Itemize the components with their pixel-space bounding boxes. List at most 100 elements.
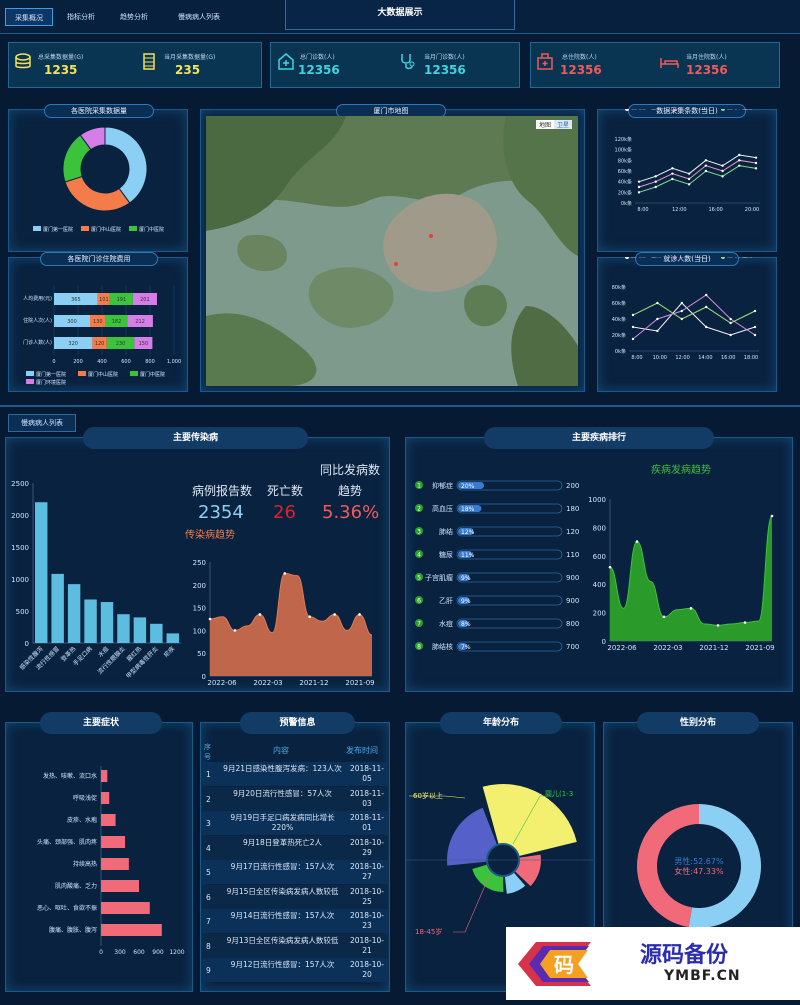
- chronic-list-tab[interactable]: 慢病病人列表: [8, 414, 76, 432]
- satellite-map[interactable]: 地图 卫星: [206, 116, 578, 386]
- legend-label: 厦门中山医院: [679, 257, 709, 259]
- data-point: [631, 325, 635, 329]
- data-point: [208, 617, 212, 621]
- symptom-label: 呼吸浅促: [73, 794, 97, 802]
- y-tick: 800: [593, 524, 606, 532]
- legend-label: 厦门中医院: [139, 226, 164, 233]
- symptom-label: 持续高热: [73, 860, 97, 868]
- warning-row[interactable]: 2 9月20日流行性感冒：57人次 2018-11-03: [202, 786, 388, 811]
- warning-row[interactable]: 1 9月21日感染性腹泻发病：123人次 2018-11-05: [202, 762, 388, 786]
- rank-percent: 7%: [461, 644, 471, 651]
- rank-track: [456, 549, 563, 560]
- series-line: [638, 154, 757, 183]
- legend-swatch: [673, 109, 677, 111]
- y-tick: 600: [593, 553, 606, 561]
- x-tick: 0: [99, 949, 103, 956]
- legend-swatch: [130, 371, 138, 376]
- symptom-bar: [101, 792, 110, 804]
- bar-segment: [132, 293, 157, 305]
- rank-number: 5: [417, 575, 421, 582]
- data-point: [680, 317, 683, 321]
- panel-title-disease-rank: 主要疾病排行: [484, 427, 714, 449]
- y-tick: 2000: [11, 512, 29, 520]
- bar-value: 230: [116, 341, 126, 347]
- area-fill: [610, 516, 772, 641]
- data-point: [656, 301, 659, 305]
- rank-badge: [415, 527, 423, 535]
- warning-row[interactable]: 8 9月13日全区传染病发病人数较低 2018-10-21: [202, 933, 388, 958]
- collection-line-chart: 0k条 20k条 40k条 60k条 80k条 100k条 120k条 8:00 12:00 16…: [615, 109, 760, 213]
- x-tick: 300: [114, 949, 126, 956]
- legend-swatch: [81, 226, 89, 231]
- warning-row[interactable]: 9 9月12日流行性感冒：157人次 2018-10-20: [202, 958, 388, 982]
- panel-title-daily-collection: 数据采集条数(当日): [628, 104, 746, 118]
- data-point: [637, 185, 641, 189]
- bar-segment: [54, 315, 90, 327]
- gender-donut-chart: 男性:52.67%女性:47.33%: [636, 804, 761, 928]
- x-tick: 8:00: [637, 207, 648, 213]
- rank-percent: 12%: [461, 529, 475, 536]
- data-point: [729, 333, 732, 337]
- disease-trend-subtitle: 疾病发病趋势: [651, 465, 711, 476]
- rank-bar: [458, 620, 469, 627]
- x-tick: 2021-12: [299, 679, 328, 687]
- legend-swatch: [625, 257, 629, 259]
- data-point: [705, 305, 708, 309]
- warning-date: 2018-10-23: [349, 911, 385, 930]
- tab-chronic-patient-list[interactable]: 慢病病人列表: [178, 13, 220, 21]
- warning-no: 9: [206, 966, 211, 975]
- stethoscope-icon: [401, 54, 415, 70]
- legend-swatch: [625, 109, 629, 111]
- database-icon: [15, 53, 31, 69]
- rank-bar: [458, 505, 482, 512]
- warning-row[interactable]: 5 9月17日流行性感冒：157人次 2018-10-27: [202, 860, 388, 884]
- symptom-bar: [101, 880, 139, 892]
- warning-date: 2018-10-27: [349, 862, 385, 881]
- y-tick: 100k条: [615, 147, 632, 154]
- map-btn-satellite: [554, 120, 572, 129]
- hbar-chart: 0 200 400 600 800 1,000 人均费用(元) 365 101 191 201 住院人…: [23, 285, 181, 386]
- y-tick: 500: [16, 608, 29, 616]
- x-tick: 2021-09: [745, 644, 774, 652]
- bar: [35, 502, 48, 643]
- x-tick: 18:00: [744, 355, 758, 361]
- rank-badge: [415, 596, 423, 604]
- warning-row[interactable]: 6 9月15日全区传染病发病人数较低 2018-10-25: [202, 884, 388, 909]
- x-tick: 400: [97, 359, 107, 365]
- data-point: [358, 613, 361, 616]
- rank-badge: [415, 642, 423, 650]
- rank-track: [456, 618, 563, 629]
- stat-value-total-outpatient: 12356: [298, 63, 340, 77]
- x-tick: 600: [133, 949, 145, 956]
- gender-male-label: 男性:52.67%: [674, 856, 724, 866]
- tab-collection-overview[interactable]: 采集概况: [5, 8, 53, 26]
- data-point: [671, 172, 674, 175]
- y-tick: 0: [202, 673, 206, 681]
- panel-symptoms: [5, 722, 193, 992]
- warning-row[interactable]: 3 9月19日手足口病发病同比增长220% 2018-11-01: [202, 811, 388, 835]
- x-tick: 800: [145, 359, 155, 365]
- warning-date: 2018-10-29: [349, 837, 385, 857]
- rank-value: 800: [566, 620, 579, 628]
- data-point: [656, 317, 659, 321]
- svg-text:卫星: 卫星: [557, 122, 569, 129]
- bar: [150, 623, 163, 643]
- rank-bar: [458, 574, 470, 581]
- data-point: [754, 167, 758, 170]
- rank-badge: [415, 573, 423, 581]
- category-label: 人均费用(元): [23, 295, 52, 302]
- bar-value: 212: [135, 319, 145, 325]
- data-point: [770, 514, 774, 518]
- age-label: 18-45岁: [415, 927, 442, 936]
- rank-percent: 11%: [461, 552, 475, 559]
- tab-trend-analysis[interactable]: 趋势分析: [120, 13, 148, 21]
- warning-row[interactable]: 4 9月18日登革热死亡2人 2018-10-29: [202, 835, 388, 860]
- y-tick: 2500: [11, 480, 29, 488]
- y-tick: 0: [602, 638, 606, 646]
- warning-row[interactable]: 7 9月14日流行性感冒：157人次 2018-10-23: [202, 909, 388, 933]
- disease-name: 水痘: [439, 619, 453, 628]
- rank-percent: 8%: [461, 621, 471, 628]
- data-point: [753, 325, 757, 329]
- age-slice: [472, 864, 504, 892]
- tab-indicator-analysis[interactable]: 指标分析: [67, 13, 95, 21]
